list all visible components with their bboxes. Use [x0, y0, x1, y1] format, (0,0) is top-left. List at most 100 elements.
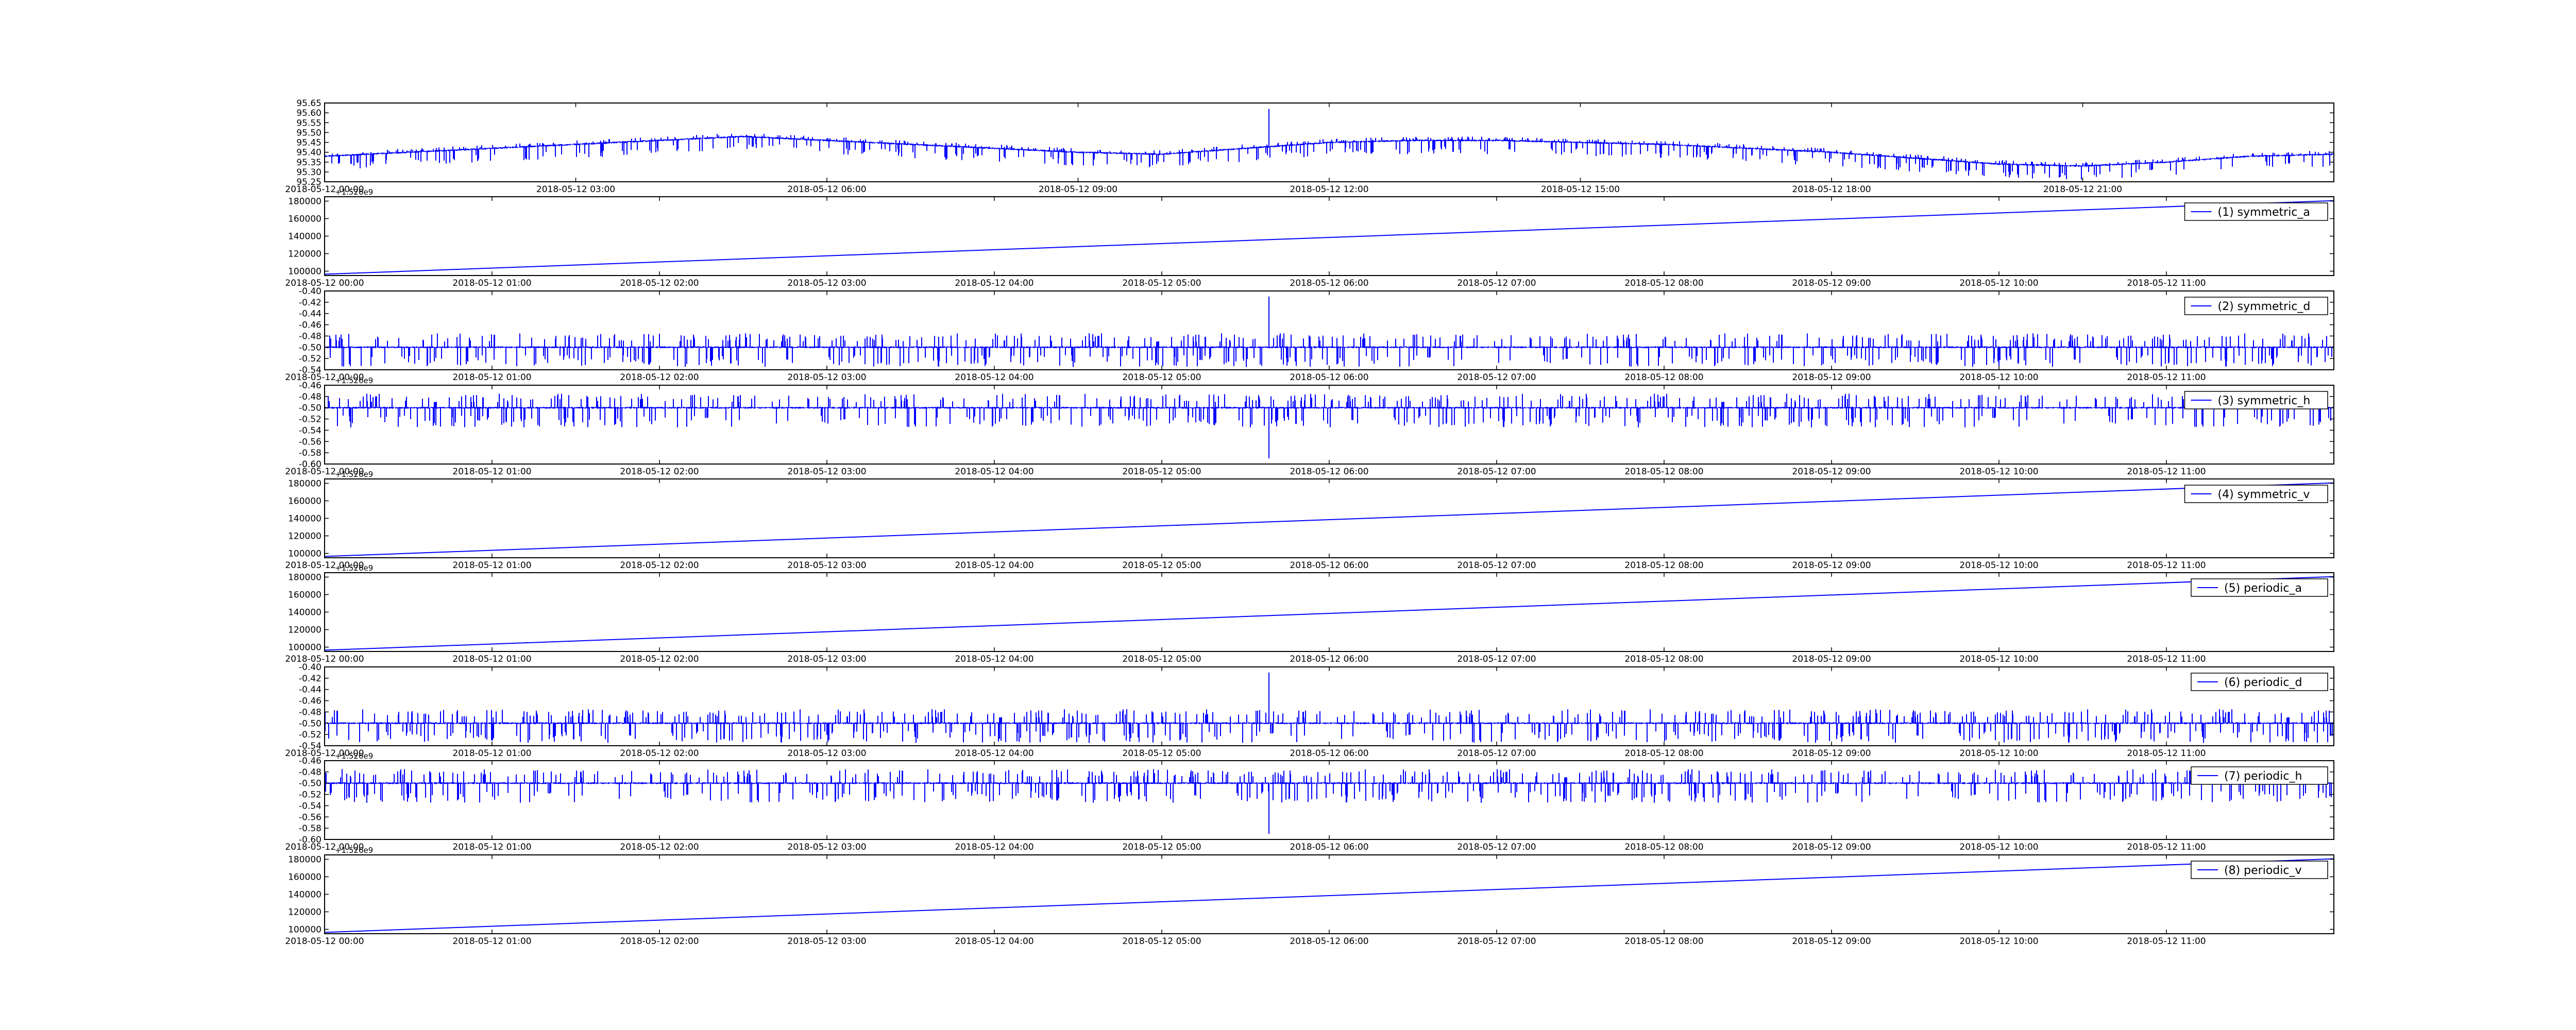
y-tick-label: 160000: [288, 590, 321, 600]
x-tick-label: 2018-05-12 05:00: [1122, 278, 1201, 288]
y-tick-label: 95.50: [296, 128, 321, 138]
x-tick-label: 2018-05-12 01:00: [452, 748, 531, 759]
x-tick-label: 2018-05-12 07:00: [1457, 467, 1536, 477]
x-tick-label: 2018-05-12 08:00: [1624, 842, 1703, 852]
series-line-5: [324, 482, 2334, 557]
plot-area-7: [325, 667, 2334, 746]
x-tick-label: 2018-05-12 02:00: [620, 278, 699, 288]
y-tick-label: 95.45: [296, 138, 321, 148]
x-tick-label: 2018-05-12 01:00: [452, 936, 531, 947]
x-tick-label: 2018-05-12 11:00: [2127, 372, 2206, 383]
x-tick-label: 2018-05-12 11:00: [2127, 467, 2206, 477]
y-tick-label: -0.46: [299, 756, 321, 766]
x-tick-label: 2018-05-12 04:00: [955, 748, 1033, 759]
x-tick-label: 2018-05-12 00:00: [285, 560, 364, 571]
x-tick-label: 2018-05-12 02:00: [620, 842, 699, 852]
y-tick-label: 100000: [288, 643, 321, 653]
x-tick-label: 2018-05-12 12:00: [1290, 184, 1368, 195]
y-tick-label: -0.60: [299, 459, 321, 470]
x-tick-label: 2018-05-12 02:00: [620, 936, 699, 947]
x-tick-label: 2018-05-12 07:00: [1457, 748, 1536, 759]
x-tick-label: 2018-05-12 18:00: [1792, 184, 1871, 195]
x-tick-label: 2018-05-12 09:00: [1792, 372, 1871, 383]
x-tick-label: 2018-05-12 07:00: [1457, 372, 1536, 383]
x-tick-label: 2018-05-12 09:00: [1792, 936, 1871, 947]
x-tick-label: 2018-05-12 05:00: [1122, 936, 1201, 947]
x-tick-label: 2018-05-12 09:00: [1792, 467, 1871, 477]
x-tick-label: 2018-05-12 06:00: [1290, 654, 1368, 664]
x-tick-label: 2018-05-12 04:00: [955, 654, 1033, 664]
x-tick-label: 2018-05-12 11:00: [2127, 936, 2206, 947]
y-tick-label: 160000: [288, 214, 321, 225]
y-tick-label: -0.44: [299, 309, 321, 319]
x-tick-label: 2018-05-12 06:00: [787, 184, 866, 195]
x-tick-label: 2018-05-12 03:00: [787, 654, 866, 664]
x-tick-label: 2018-05-12 00:00: [285, 748, 364, 759]
x-tick-label: 2018-05-12 04:00: [955, 278, 1033, 288]
x-tick-label: 2018-05-12 08:00: [1624, 372, 1703, 383]
x-tick-label: 2018-05-12 11:00: [2127, 278, 2206, 288]
x-tick-label: 2018-05-12 11:00: [2127, 560, 2206, 571]
x-tick-label: 2018-05-12 07:00: [1457, 842, 1536, 852]
y-tick-label: -0.48: [299, 331, 321, 341]
y-tick-label: -0.50: [299, 779, 321, 789]
y-tick-label: -0.58: [299, 448, 321, 458]
y-tick-label: 140000: [288, 608, 321, 618]
legend-box: [2184, 202, 2328, 221]
x-tick-label: 2018-05-12 00:00: [285, 936, 364, 947]
x-tick-label: 2018-05-12 02:00: [620, 372, 699, 383]
x-tick-label: 2018-05-12 06:00: [1290, 278, 1368, 288]
x-tick-label: 2018-05-12 06:00: [1290, 748, 1368, 759]
y-tick-label: 180000: [288, 855, 321, 865]
y-tick-label: -0.50: [299, 342, 321, 353]
x-tick-label: 2018-05-12 03:00: [787, 560, 866, 571]
y-tick-label: -0.52: [299, 790, 321, 800]
x-tick-label: 2018-05-12 05:00: [1122, 372, 1201, 383]
x-tick-label: 2018-05-12 06:00: [1290, 372, 1368, 383]
x-tick-label: 2018-05-12 00:00: [285, 184, 364, 195]
x-tick-label: 2018-05-12 04:00: [955, 372, 1033, 383]
y-tick-label: 160000: [288, 872, 321, 883]
plot-area-9: [325, 855, 2334, 934]
plot-area-2: [325, 197, 2334, 276]
y-tick-label: -0.46: [299, 320, 321, 331]
y-tick-label: -0.58: [299, 823, 321, 834]
plot-area-4: [325, 385, 2334, 464]
x-tick-label: 2018-05-12 01:00: [452, 654, 531, 664]
x-tick-label: 2018-05-12 07:00: [1457, 278, 1536, 288]
x-tick-label: 2018-05-12 04:00: [955, 560, 1033, 571]
x-tick-label: 2018-05-12 03:00: [787, 748, 866, 759]
y-tick-label: -0.52: [299, 730, 321, 740]
y-tick-label: 140000: [288, 514, 321, 524]
y-tick-label: -0.52: [299, 354, 321, 364]
x-tick-label: 2018-05-12 00:00: [285, 654, 364, 664]
x-tick-label: 2018-05-12 09:00: [1039, 184, 1117, 195]
plot-area-3: [325, 291, 2334, 370]
x-tick-label: 2018-05-12 00:00: [285, 842, 364, 852]
x-tick-label: 2018-05-12 01:00: [452, 467, 531, 477]
y-tick-label: 120000: [288, 249, 321, 260]
plot-area-8: [325, 761, 2334, 839]
x-tick-label: 2018-05-12 02:00: [620, 654, 699, 664]
axis-offset-label: +1.526e9: [335, 563, 373, 573]
x-tick-label: 2018-05-12 06:00: [1290, 560, 1368, 571]
y-tick-label: 95.30: [296, 167, 321, 178]
y-tick-label: 95.65: [296, 98, 321, 109]
axis-offset-label: +1.526e9: [335, 846, 373, 855]
axis-offset-label: +1.526e9: [335, 751, 373, 761]
x-tick-label: 2018-05-12 10:00: [1959, 748, 2038, 759]
x-tick-label: 2018-05-12 00:00: [285, 372, 364, 383]
x-tick-label: 2018-05-12 08:00: [1624, 560, 1703, 571]
y-tick-label: -0.54: [299, 801, 321, 811]
y-tick-label: -0.42: [299, 298, 321, 308]
legend-label: (3) symmetric_h: [2218, 394, 2311, 407]
legend-label: (5) periodic_a: [2224, 582, 2302, 595]
x-tick-label: 2018-05-12 10:00: [1959, 654, 2038, 664]
y-tick-label: -0.56: [299, 437, 321, 447]
y-tick-label: -0.46: [299, 696, 321, 707]
x-tick-label: 2018-05-12 09:00: [1792, 748, 1871, 759]
axis-offset-label: +1.526e9: [335, 470, 373, 479]
y-tick-label: 120000: [288, 907, 321, 918]
y-tick-label: -0.48: [299, 767, 321, 778]
x-tick-label: 2018-05-12 03:00: [536, 184, 615, 195]
